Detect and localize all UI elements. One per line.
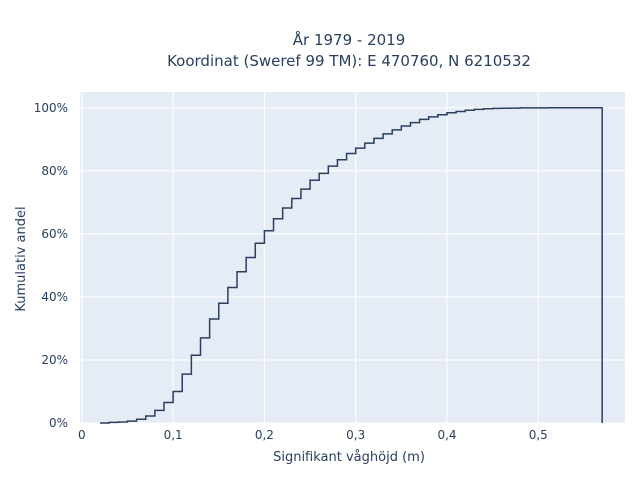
y-tick-label: 100% [34, 101, 68, 115]
x-tick-label: 0,2 [255, 428, 274, 442]
y-tick-label: 40% [41, 290, 68, 304]
chart-title-line-1: År 1979 - 2019 [293, 30, 406, 49]
y-axis-title: Kumulativ andel [14, 206, 29, 311]
grid-lines [80, 92, 625, 424]
chart-title-line-2: Koordinat (Sweref 99 TM): E 470760, N 62… [167, 52, 531, 70]
x-tick-label: 0,3 [346, 428, 365, 442]
x-tick-label: 0 [78, 428, 86, 442]
plot-area [80, 92, 625, 423]
x-tick-label: 0,4 [437, 428, 456, 442]
y-tick-label: 20% [41, 353, 68, 367]
y-tick-label: 0% [49, 416, 68, 430]
series-layer [100, 107, 603, 424]
x-tick-label: 0,1 [164, 428, 183, 442]
ecdf-series-line [100, 107, 603, 424]
x-axis-ticks: 0 0,1 0,2 0,3 0,4 0,5 [78, 428, 548, 442]
y-axis-ticks: 0% 20% 40% 60% 80% 100% [34, 101, 68, 430]
y-tick-label: 80% [41, 164, 68, 178]
y-tick-label: 60% [41, 227, 68, 241]
x-tick-label: 0,5 [529, 428, 548, 442]
x-axis-title: Signifikant våghöjd (m) [273, 450, 425, 465]
